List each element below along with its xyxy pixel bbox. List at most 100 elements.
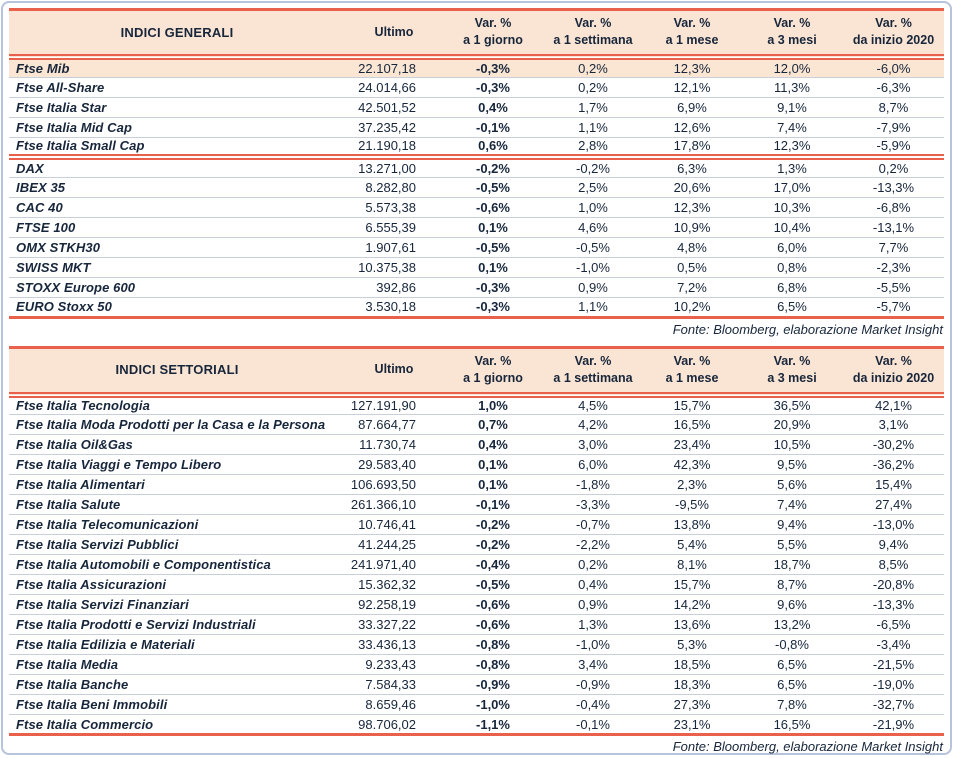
var-value: 9,4% [741, 515, 843, 535]
var-value: 12,1% [643, 77, 741, 97]
var-value: 9,5% [741, 455, 843, 475]
var-value: -5,5% [843, 277, 944, 297]
var-value: 6,9% [643, 97, 741, 117]
var-value: 1,3% [543, 615, 643, 635]
last-value: 21.190,18 [345, 137, 443, 157]
index-name: IBEX 35 [9, 177, 345, 197]
var-value: 11,3% [741, 77, 843, 97]
var-value: -30,2% [843, 435, 944, 455]
var-value: -1,0% [543, 257, 643, 277]
index-name: Ftse Italia Alimentari [9, 475, 345, 495]
var-value: 3,0% [543, 435, 643, 455]
var-value: -1,0% [443, 695, 543, 715]
var-value: 8,5% [843, 555, 944, 575]
index-name: EURO Stoxx 50 [9, 297, 345, 317]
var-value: -36,2% [843, 455, 944, 475]
last-value: 87.664,77 [345, 415, 443, 435]
var-value: -0,3% [443, 77, 543, 97]
var-value: 4,2% [543, 415, 643, 435]
var-value: 0,2% [543, 555, 643, 575]
var-value: -5,9% [843, 137, 944, 157]
last-value: 7.584,33 [345, 675, 443, 695]
index-name: Ftse Italia Commercio [9, 715, 345, 735]
var-value: -5,7% [843, 297, 944, 317]
last-value: 241.971,40 [345, 555, 443, 575]
var-value: -13,1% [843, 217, 944, 237]
var-value: -0,2% [543, 157, 643, 177]
var-value: 3,4% [543, 655, 643, 675]
var-value: -0,1% [543, 715, 643, 735]
var-value: -0,6% [443, 197, 543, 217]
var-value: -1,0% [543, 635, 643, 655]
var-value: 17,0% [741, 177, 843, 197]
var-value: 27,3% [643, 695, 741, 715]
var-value: -13,3% [843, 595, 944, 615]
var-value: -0,3% [443, 277, 543, 297]
table-row: Ftse Italia Prodotti e Servizi Industria… [9, 615, 944, 635]
var-value: -0,2% [443, 515, 543, 535]
last-value: 33.327,22 [345, 615, 443, 635]
var-value: 0,4% [443, 97, 543, 117]
var-value: -6,8% [843, 197, 944, 217]
var-value: 10,3% [741, 197, 843, 217]
var-value: 13,2% [741, 615, 843, 635]
var-value: 17,8% [643, 137, 741, 157]
column-header-var: Var. %a 1 giorno [443, 10, 543, 58]
var-value: 42,1% [843, 395, 944, 415]
index-name: Ftse Italia Automobili e Componentistica [9, 555, 345, 575]
var-value: -0,6% [443, 595, 543, 615]
index-name: Ftse Italia Beni Immobili [9, 695, 345, 715]
last-value: 9.233,43 [345, 655, 443, 675]
var-value: 0,4% [443, 435, 543, 455]
var-value: 14,2% [643, 595, 741, 615]
last-value: 22.107,18 [345, 57, 443, 77]
var-value: -6,0% [843, 57, 944, 77]
index-name: CAC 40 [9, 197, 345, 217]
var-value: -0,6% [443, 615, 543, 635]
var-value: -7,9% [843, 117, 944, 137]
var-value: 0,9% [543, 595, 643, 615]
var-value: 16,5% [643, 415, 741, 435]
table-title: INDICI SETTORIALI [9, 347, 345, 395]
column-header-var: Var. %a 1 giorno [443, 347, 543, 395]
var-value: -0,4% [543, 695, 643, 715]
var-value: 0,1% [443, 257, 543, 277]
var-value: 23,4% [643, 435, 741, 455]
var-value: -0,1% [443, 495, 543, 515]
index-name: Ftse Italia Oil&Gas [9, 435, 345, 455]
var-value: -0,1% [443, 117, 543, 137]
last-value: 106.693,50 [345, 475, 443, 495]
var-value: 10,2% [643, 297, 741, 317]
index-name: Ftse Italia Edilizia e Materiali [9, 635, 345, 655]
var-value: 0,2% [543, 57, 643, 77]
index-name: DAX [9, 157, 345, 177]
var-value: 4,8% [643, 237, 741, 257]
last-value: 392,86 [345, 277, 443, 297]
last-value: 261.366,10 [345, 495, 443, 515]
last-value: 37.235,42 [345, 117, 443, 137]
var-value: 7,2% [643, 277, 741, 297]
var-value: -19,0% [843, 675, 944, 695]
var-value: 6,0% [741, 237, 843, 257]
var-value: 20,6% [643, 177, 741, 197]
var-value: -2,2% [543, 535, 643, 555]
var-value: -6,5% [843, 615, 944, 635]
var-value: 6,3% [643, 157, 741, 177]
var-value: -0,2% [443, 157, 543, 177]
var-value: -0,4% [443, 555, 543, 575]
var-value: 10,4% [741, 217, 843, 237]
var-value: 4,6% [543, 217, 643, 237]
